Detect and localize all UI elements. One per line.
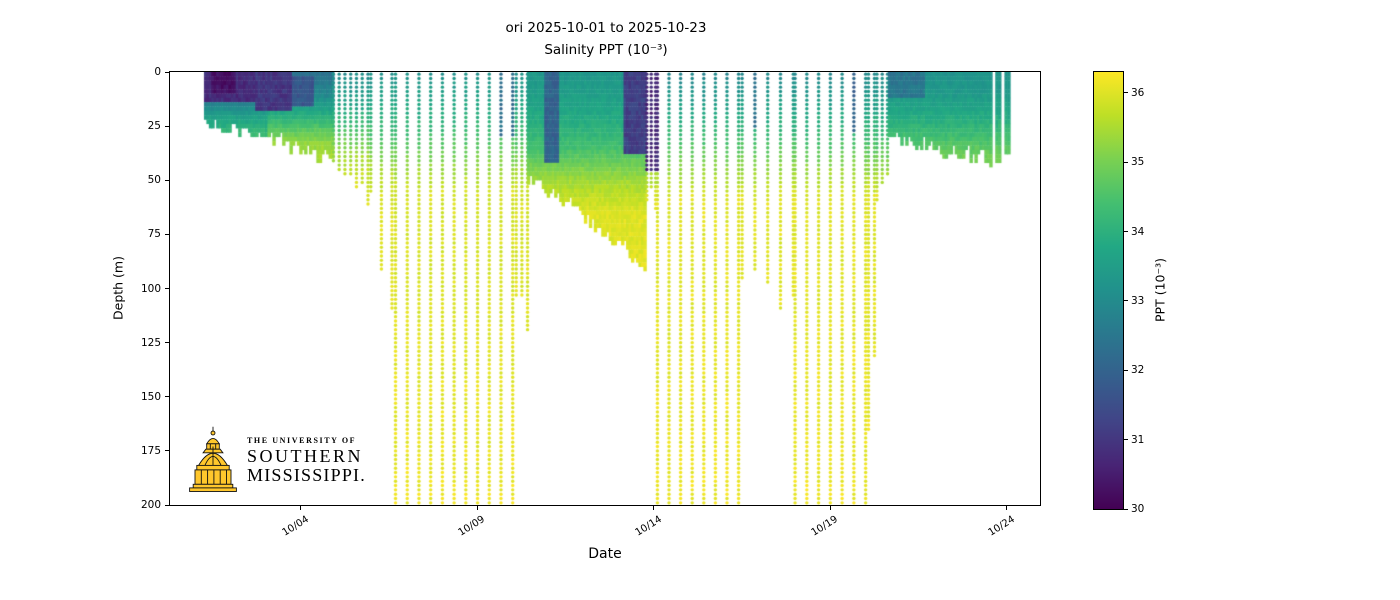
colorbar-tick-label: 35 — [1131, 156, 1145, 169]
colorbar-tick-label: 31 — [1131, 433, 1145, 446]
colorbar-label: PPT (10⁻³) — [1152, 258, 1168, 322]
plot-area — [169, 71, 1041, 506]
x-tick-mark — [300, 506, 302, 510]
logo-line-1: THE UNIVERSITY OF — [247, 435, 357, 445]
colorbar-tick-label: 36 — [1131, 86, 1145, 99]
y-axis-label: Depth (m) — [110, 256, 126, 320]
colorbar-tick-mark — [1124, 231, 1128, 233]
colorbar-tick-mark — [1124, 439, 1128, 441]
y-tick-mark — [165, 71, 169, 73]
y-tick-mark — [165, 233, 169, 235]
x-tick-label: 10/09 — [456, 514, 488, 539]
colorbar-tick-label: 34 — [1131, 225, 1145, 238]
logo-line-3: MISSISSIPPI. — [247, 464, 366, 485]
colorbar-tick-label: 33 — [1131, 294, 1145, 307]
x-axis-label: Date — [588, 546, 622, 562]
figure-subtitle: Salinity PPT (10⁻³) — [544, 42, 668, 58]
university-logo-text: THE UNIVERSITY OF SOUTHERN MISSISSIPPI. — [247, 436, 366, 485]
dome-icon — [189, 426, 237, 492]
x-tick-mark — [1006, 506, 1008, 510]
x-tick-mark — [653, 506, 655, 510]
y-tick-mark — [165, 179, 169, 181]
colorbar-tick-mark — [1124, 369, 1128, 371]
logo-line-2: SOUTHERN — [247, 445, 364, 466]
y-tick-mark — [165, 288, 169, 289]
y-tick-label: 175 — [140, 444, 161, 457]
x-tick-label: 10/24 — [986, 514, 1017, 539]
y-tick-label: 200 — [140, 499, 161, 511]
colorbar-tick-mark — [1124, 161, 1128, 163]
colorbar-tick-label: 30 — [1131, 503, 1145, 515]
y-tick-mark — [165, 342, 169, 344]
colorbar-tick-mark — [1124, 300, 1128, 302]
y-tick-label: 75 — [147, 228, 161, 241]
y-tick-label: 150 — [140, 390, 161, 403]
y-tick-label: 50 — [147, 174, 161, 187]
colorbar-tick-mark — [1124, 92, 1128, 94]
x-tick-label: 10/19 — [809, 514, 841, 539]
colorbar-tick-mark — [1124, 508, 1128, 510]
x-tick-label: 10/04 — [280, 514, 311, 539]
y-tick-mark — [165, 450, 169, 452]
y-tick-label: 0 — [154, 66, 161, 78]
y-tick-mark — [165, 504, 169, 506]
y-tick-mark — [165, 396, 169, 398]
figure-title: ori 2025-10-01 to 2025-10-23 — [505, 20, 707, 36]
colorbar — [1093, 71, 1124, 510]
profile-scatter-canvas — [170, 72, 1040, 505]
x-tick-label: 10/14 — [633, 514, 664, 539]
x-tick-mark — [476, 506, 478, 510]
x-tick-mark — [829, 506, 831, 510]
y-tick-label: 125 — [140, 336, 161, 349]
y-tick-label: 100 — [140, 282, 161, 295]
university-logo: THE UNIVERSITY OF SOUTHERN MISSISSIPPI. — [186, 424, 366, 496]
colorbar-tick-label: 32 — [1131, 364, 1145, 377]
y-tick-label: 25 — [147, 120, 161, 133]
y-tick-mark — [165, 125, 169, 127]
